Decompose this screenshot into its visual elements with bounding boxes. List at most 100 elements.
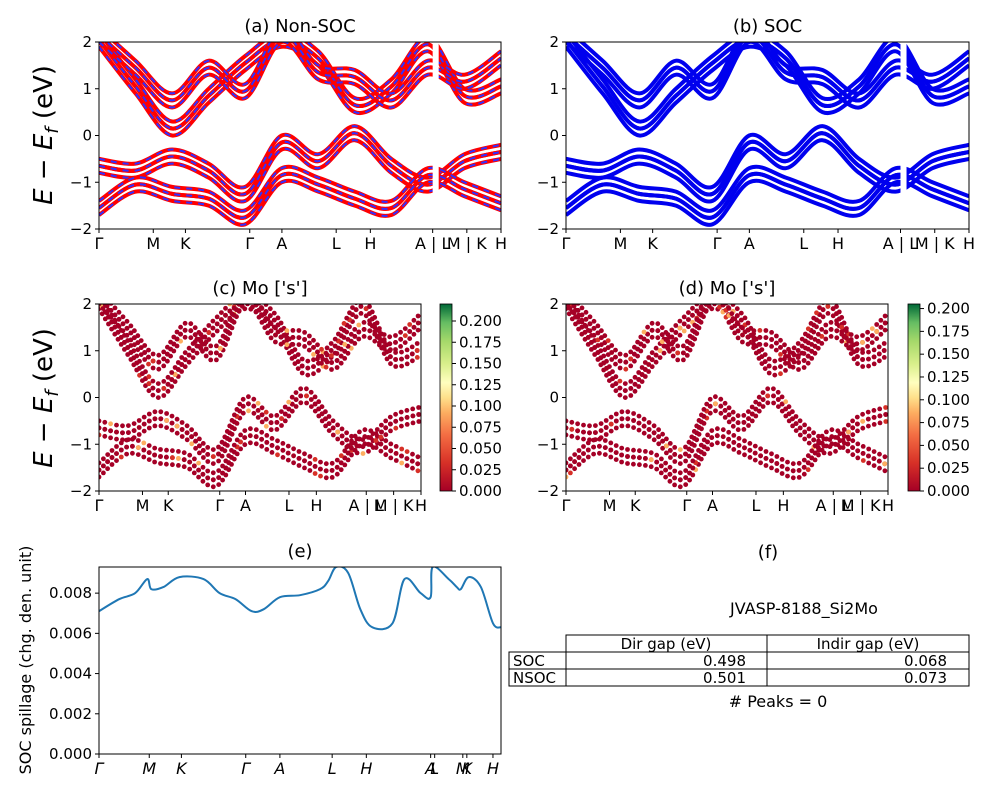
projection-point: [170, 448, 175, 453]
projection-point: [327, 414, 332, 419]
projection-point: [335, 437, 340, 442]
projection-point: [637, 414, 642, 419]
projection-point: [216, 452, 221, 457]
x-tick-label: H: [487, 759, 499, 778]
projection-point: [877, 459, 882, 464]
projection-point: [97, 292, 102, 297]
projection-point: [668, 441, 673, 446]
projection-point: [649, 450, 654, 455]
projection-point: [242, 428, 247, 433]
projection-point: [364, 299, 369, 304]
projection-point: [839, 315, 844, 320]
projection-point: [603, 445, 608, 450]
x-tick-label: L: [799, 234, 808, 253]
panel-e-spillage: 0.0000.0020.0040.0060.008Γ M K Γ A L H AL MK H(e)…: [16, 541, 501, 778]
projection-point: [175, 417, 180, 422]
panel-title: (b) SOC: [733, 16, 802, 37]
projection-point: [130, 444, 135, 449]
projection-point: [132, 421, 137, 426]
projection-point: [124, 445, 129, 450]
projection-point: [796, 367, 801, 372]
projection-point: [161, 379, 166, 384]
projection-point: [335, 358, 340, 363]
projection-point: [772, 366, 777, 371]
projection-point: [731, 424, 736, 429]
projection-point: [307, 334, 312, 339]
projection-point: [377, 329, 382, 334]
projection-point: [304, 401, 309, 406]
projection-point: [132, 328, 137, 333]
projection-point: [394, 451, 399, 456]
projection-point: [378, 442, 383, 447]
projection-point: [620, 409, 625, 414]
x-tick-label: M | K: [447, 234, 487, 253]
projection-point: [205, 459, 210, 464]
projection-point: [797, 468, 802, 473]
projection-point: [110, 455, 115, 460]
projection-point: [596, 324, 601, 329]
projection-point: [802, 430, 807, 435]
projection-point: [367, 328, 372, 333]
projection-point: [211, 477, 216, 482]
projection-point: [216, 459, 221, 464]
x-tick-label: K: [180, 234, 191, 253]
projection-point: [311, 352, 316, 357]
x-tick-label: A: [240, 496, 251, 515]
colorbar-tick-label: 0.200: [927, 300, 970, 318]
projection-point: [311, 357, 316, 362]
projection-point: [780, 464, 785, 469]
projection-point: [833, 449, 838, 454]
y-tick-label: 0: [82, 389, 92, 407]
projection-point: [246, 401, 251, 406]
projection-point: [678, 484, 683, 489]
projection-point: [652, 423, 657, 428]
projection-point: [168, 340, 173, 345]
projection-point: [816, 439, 821, 444]
projection-point: [850, 452, 855, 457]
projection-point: [264, 447, 269, 452]
projection-point: [872, 456, 877, 461]
projection-point: [192, 471, 197, 476]
projection-point: [646, 355, 651, 360]
projection-point: [113, 306, 118, 311]
projection-point: [686, 317, 691, 322]
projection-point: [826, 297, 831, 302]
projection-point: [572, 297, 577, 302]
projection-point: [663, 475, 668, 480]
projection-point: [346, 337, 351, 342]
projection-point: [791, 468, 796, 473]
projection-point: [678, 477, 683, 482]
projection-point: [114, 423, 119, 428]
projection-point: [844, 329, 849, 334]
projection-point: [291, 446, 296, 451]
projection-point: [215, 322, 220, 327]
projection-point: [775, 468, 780, 473]
projection-point: [248, 440, 253, 445]
projection-point: [625, 416, 630, 421]
projection-point: [119, 448, 124, 453]
projection-point: [347, 310, 352, 315]
projection-point: [304, 386, 309, 391]
projection-point: [767, 364, 772, 369]
y-tick-label: 2: [82, 295, 92, 313]
projection-point: [581, 423, 586, 428]
projection-point: [753, 400, 758, 405]
projection-point: [153, 409, 158, 414]
projection-point: [850, 425, 855, 430]
projection-point: [802, 358, 807, 363]
projection-point: [388, 448, 393, 453]
projection-point: [829, 334, 834, 339]
projection-point: [182, 457, 187, 462]
y-tick-label: 0.008: [49, 584, 92, 602]
projection-point: [415, 461, 420, 466]
projection-point: [687, 464, 692, 469]
projection-point: [393, 333, 398, 338]
y-tick-label: −1: [70, 173, 92, 191]
projection-point: [727, 405, 732, 410]
projection-point: [405, 355, 410, 360]
projection-point: [340, 434, 345, 439]
projection-point: [246, 394, 251, 399]
projection-point: [176, 456, 181, 461]
projection-point: [307, 341, 312, 346]
projection-point: [156, 381, 161, 386]
